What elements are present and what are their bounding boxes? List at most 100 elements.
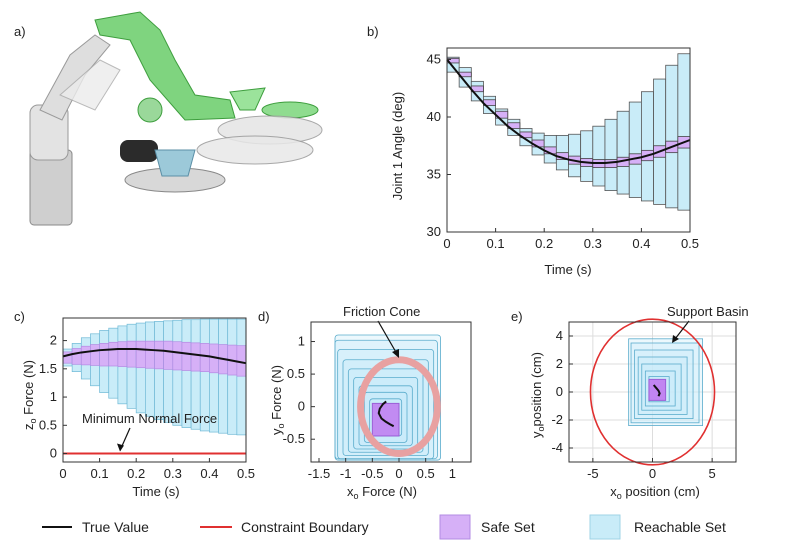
panel-c-true-value-line (62, 348, 247, 365)
robot-joint (137, 97, 163, 123)
panel-b-reachable-box (616, 110, 630, 195)
panel-b-ytick-label: 35 (427, 167, 441, 182)
panel-b-axes-frame (446, 47, 691, 233)
panel-b-plot-area: 0 0.1 0.2 0.3 0.4 0.5 30 35 40 45 (427, 47, 699, 251)
panel-b-reachable-box (592, 125, 606, 187)
panel-e-label: e) (511, 309, 523, 324)
panel-d-annotation-arrow (377, 320, 398, 355)
panel-d-label: d) (258, 309, 270, 324)
panel-c-safe-box (163, 340, 174, 370)
panel-c-plot-area: 0 0.1 0.2 0.3 0.4 0.5 0 0.5 1 1.5 2 (39, 317, 255, 481)
panel-b-xtick-label: 0.2 (535, 236, 553, 251)
panel-e-support-basin (589, 318, 716, 466)
panel-d-ytick-label: 0 (298, 399, 305, 414)
panel-c-safe-box (135, 340, 146, 369)
panel-e-ytick-label: -4 (551, 440, 563, 455)
panel-d-annotation-arrowhead (392, 349, 399, 358)
panel-c-ylabel: zo Force (N) (21, 360, 38, 430)
panel-c-safe-box (117, 341, 128, 367)
legend-constraint-label: Constraint Boundary (241, 519, 369, 535)
panel-e-xlabel: xo position (cm) (610, 484, 700, 501)
panel-c-ytick-label: 0 (50, 446, 57, 461)
legend-reachable-swatch (589, 514, 621, 540)
panel-c-reachable-box (172, 319, 183, 426)
robot-link-ghost (59, 59, 121, 111)
panel-d-axes-frame (310, 321, 472, 463)
panel-e-xtick-label: 0 (649, 466, 656, 481)
panel-c-annotation-arrowhead (117, 443, 124, 452)
panel-c-reachable-box (163, 320, 174, 423)
robot-base (29, 149, 73, 226)
svg-text:yoposition (cm): yoposition (cm) (529, 352, 546, 438)
panel-c-safe-box (181, 341, 192, 371)
panel-b-xtick-label: 0 (443, 236, 450, 251)
legend-safe-label: Safe Set (481, 519, 535, 535)
panel-d-xtick-label: -1.5 (308, 466, 330, 481)
panel-d-annotation: Friction Cone (343, 304, 420, 319)
panel-d-xlabel: xo Force (N) (347, 484, 417, 501)
panel-d-xtick-label: 0 (395, 466, 402, 481)
legend: True Value Constraint Boundary Safe Set … (42, 514, 726, 540)
panel-b-reachable-box (580, 130, 594, 182)
cup-blue (154, 149, 196, 177)
panel-b-ylabel: Joint 1 Angle (deg) (390, 92, 405, 200)
panel-b-ytick-label: 30 (427, 224, 441, 239)
panel-c-xtick-label: 0.3 (164, 466, 182, 481)
panel-e-annotation: Support Basin (667, 304, 749, 319)
svg-text:xo position (cm): xo position (cm) (610, 484, 700, 501)
legend-safe-swatch (439, 514, 471, 540)
panel-b-ytick-label: 45 (427, 52, 441, 67)
svg-text:xo Force (N): xo Force (N) (347, 484, 417, 501)
panel-d-xtick-label: 0.5 (417, 466, 435, 481)
panel-d-ytick-label: -0.5 (283, 431, 305, 446)
panel-c-reachable-box (236, 318, 247, 436)
panel-c-safe-box (199, 343, 210, 372)
panel-c-reachable-box (154, 321, 164, 420)
panel-c-annotation: Minimum Normal Force (82, 411, 217, 426)
panel-c-safe-box (126, 340, 137, 368)
panel-e-xtick-label: -5 (587, 466, 599, 481)
panel-d-friction-cone (357, 356, 441, 458)
svg-text:yo Force (N): yo Force (N) (269, 365, 286, 435)
panel-b-reachable-box (628, 101, 642, 198)
panel-c-ytick-label: 1 (50, 389, 57, 404)
panel-b-xtick-label: 0.1 (487, 236, 505, 251)
panel-c-ytick-label: 1.5 (39, 361, 57, 376)
panel-c: c) 0 0.1 0.2 0.3 0.4 0.5 0 0.5 1 1.5 2 Time (s) zo… (14, 309, 255, 499)
panel-c-safe-box (99, 343, 110, 367)
panel-c-xlabel: Time (s) (132, 484, 179, 499)
panel-c-safe-box (80, 345, 91, 366)
svg-text:zo Force (N): zo Force (N) (21, 360, 38, 430)
panel-d-xtick-label: -0.5 (361, 466, 383, 481)
panel-d-true-value-line (377, 400, 395, 428)
panel-b-true-value-line (446, 58, 691, 164)
panel-e-xtick-label: 5 (709, 466, 716, 481)
panel-e-true-value-line (652, 384, 661, 397)
panel-c-xtick-label: 0.2 (127, 466, 145, 481)
panel-d: d) -1.5 -1 -0.5 0 0.5 1 -0.5 0 0.5 1 xo Force (N)… (258, 304, 472, 501)
panel-d-ytick-label: 1 (298, 334, 305, 349)
robot-gripper (120, 140, 158, 162)
panel-c-safe-box (71, 348, 82, 365)
robot-arm-illustration (29, 11, 323, 226)
panel-b-xtick-label: 0.4 (632, 236, 650, 251)
panel-c-xtick-label: 0.5 (237, 466, 255, 481)
panel-c-axes-frame (62, 317, 247, 463)
panel-d-plot-area: -1.5 -1 -0.5 0 0.5 1 -0.5 0 0.5 1 (283, 320, 472, 481)
panel-d-safe-set (371, 402, 400, 437)
panel-b-xtick-label: 0.3 (584, 236, 602, 251)
panel-d-xtick-label: -1 (340, 466, 352, 481)
panel-b-reachable-box (641, 91, 654, 202)
robot-arm-green (94, 11, 236, 121)
panel-b-xtick-label: 0.5 (681, 236, 699, 251)
robot-link-2 (39, 34, 111, 121)
panel-c-safe-box (90, 344, 100, 366)
panel-c-safe-box (154, 340, 164, 370)
panel-b-xlabel: Time (s) (544, 262, 591, 277)
cup-green (229, 87, 266, 111)
panel-b-reachable-box (677, 53, 691, 211)
panel-e-annotation-arrow (674, 320, 690, 340)
panel-b-reachable-box (665, 64, 679, 209)
panel-d-ytick-label: 0.5 (287, 366, 305, 381)
